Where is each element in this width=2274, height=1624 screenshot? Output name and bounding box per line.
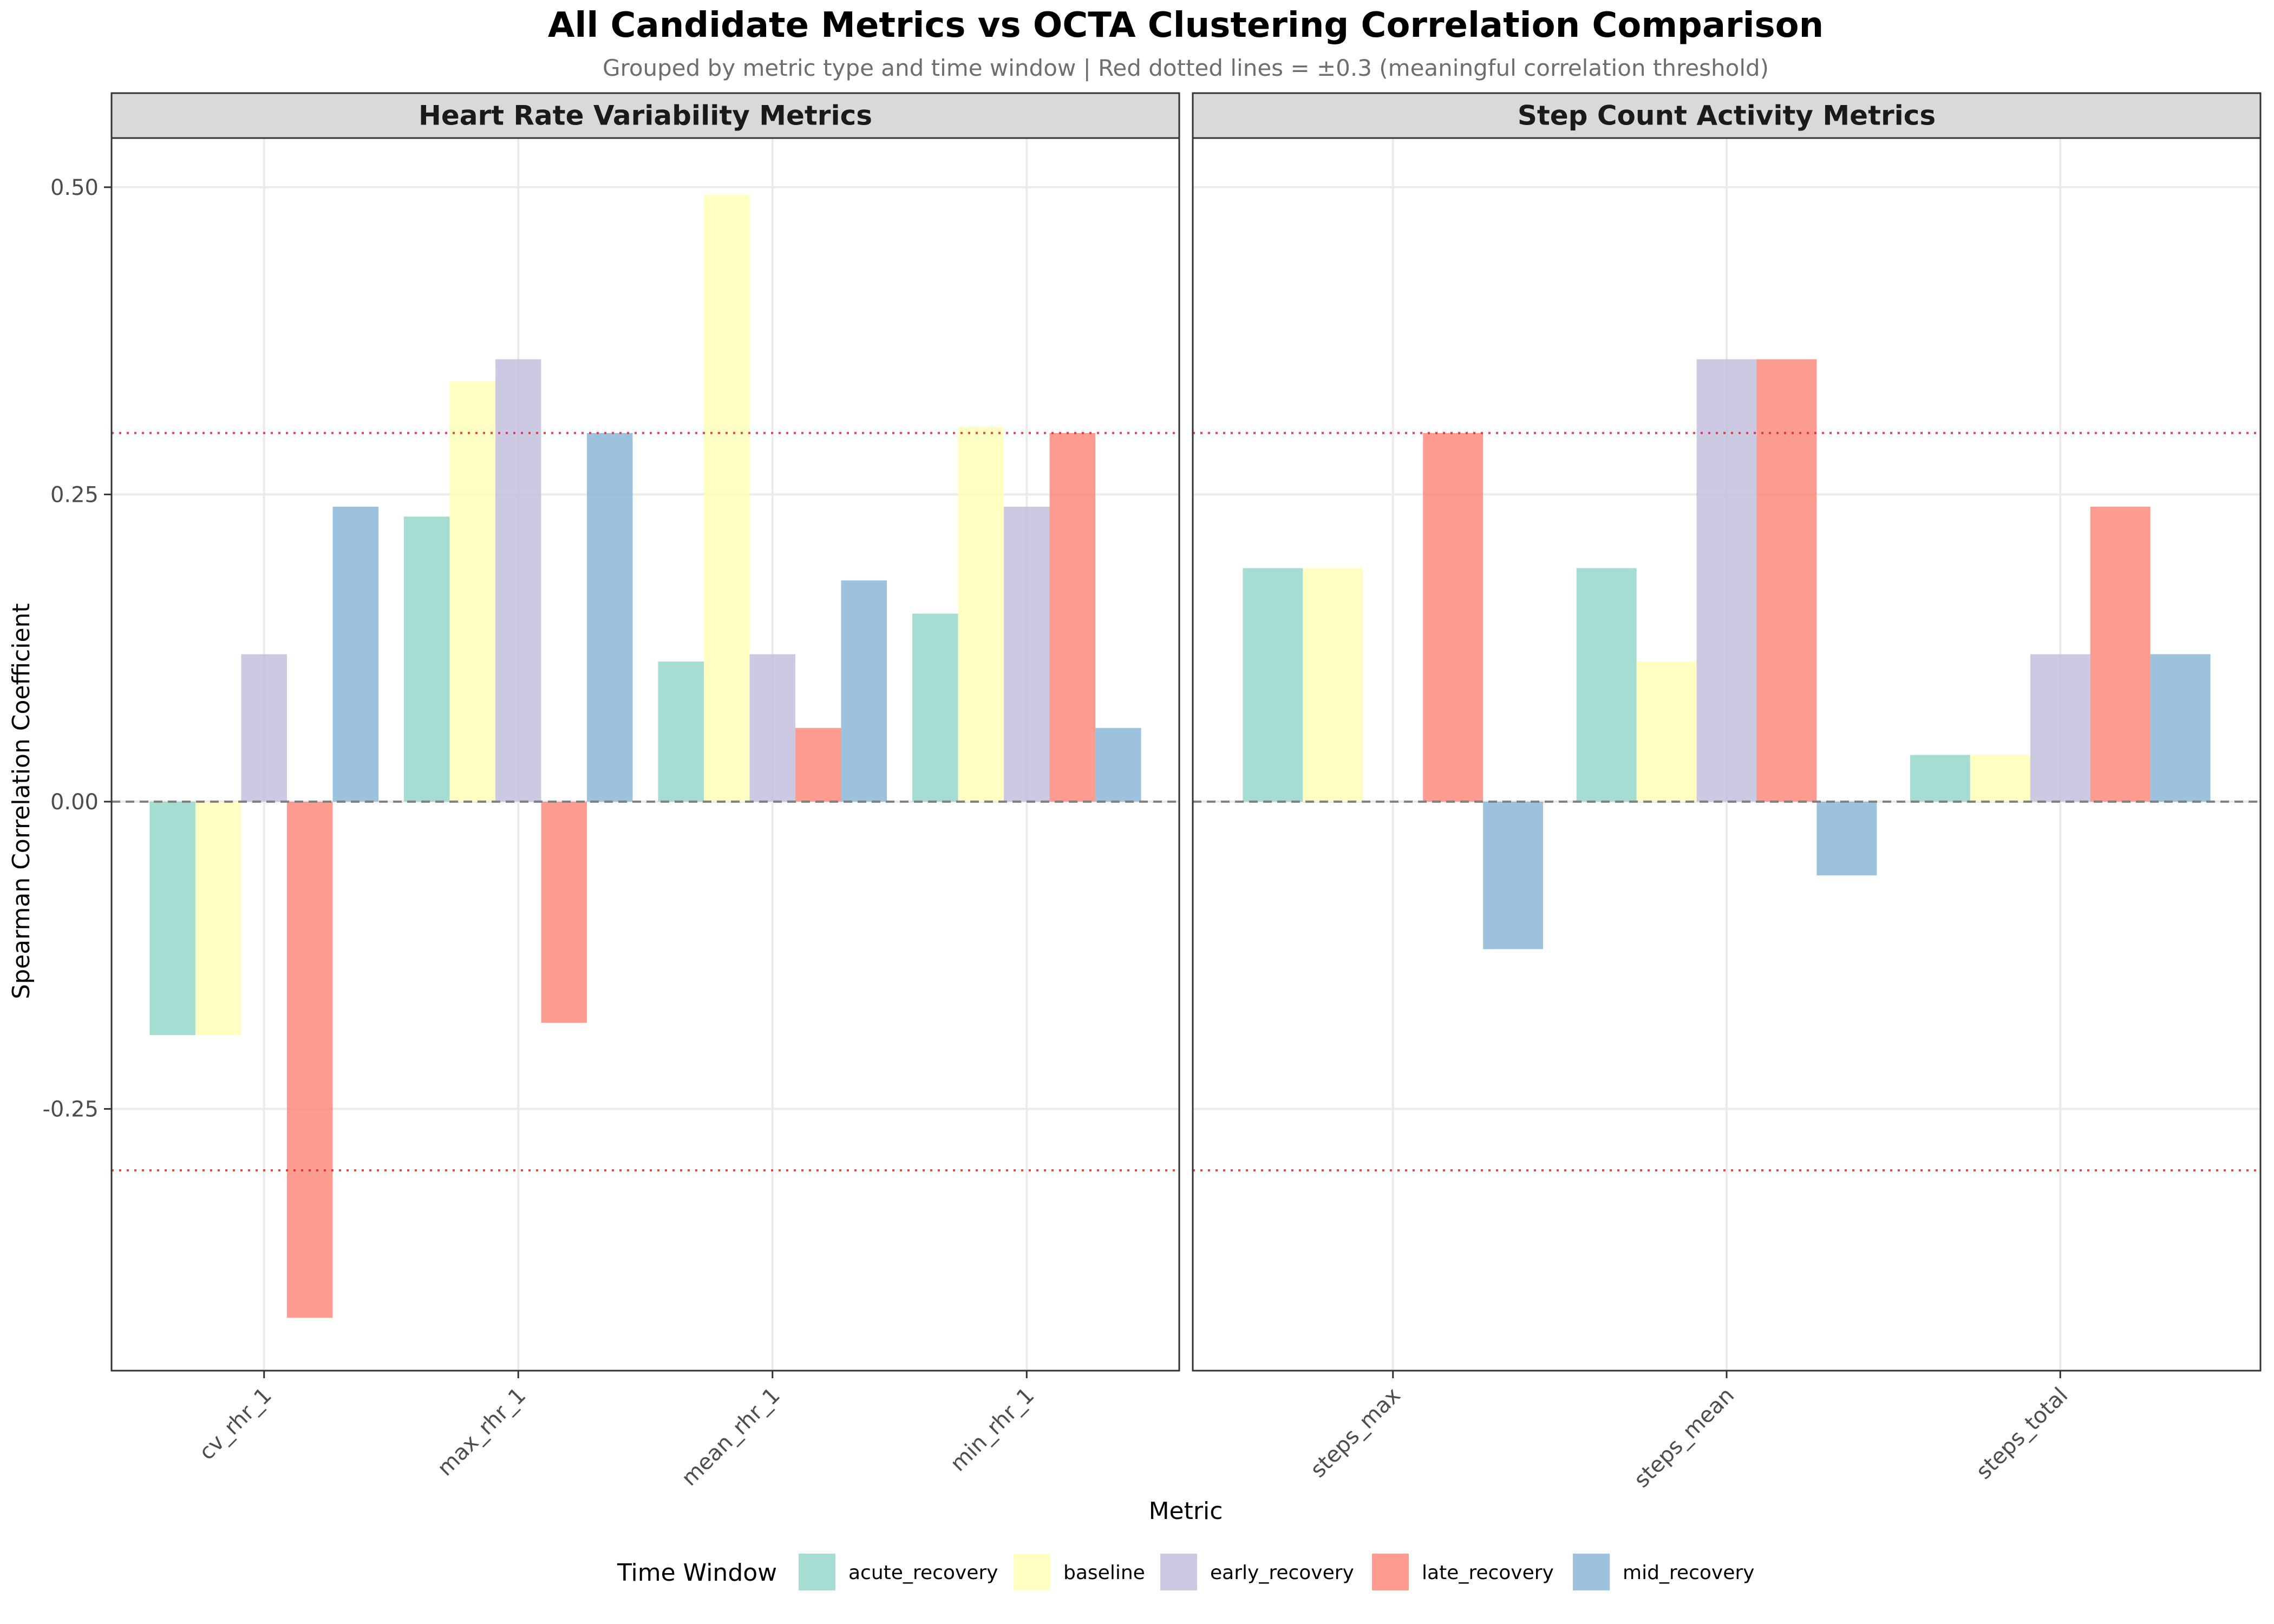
chart-subtitle: Grouped by metric type and time window |… [603,55,1769,81]
y-axis: -0.25 0.00 0.25 0.50 [43,175,112,1122]
facet-strip [1192,92,2262,139]
bar-steps_total-early_recovery [2030,654,2090,802]
x-tick-label: steps_max [1306,1383,1406,1483]
bar-steps_total-acute_recovery [1910,755,1970,802]
bar-max_rhr_1-late_recovery [541,801,587,1023]
y-tick-label: 0.50 [50,175,99,200]
y-tick-label: 0.25 [50,482,99,507]
x-tick-label: steps_total [1971,1383,2073,1484]
x-axis-title: Metric [1149,1497,1223,1525]
y-axis-title: Spearman Correlation Coefficient [8,603,35,999]
bar-steps_mean-late_recovery [1756,359,1817,802]
bar-min_rhr_1-mid_recovery [1095,728,1141,802]
legend-title: Time Window [617,1559,777,1587]
legend-item-early_recovery: early_recovery [1160,1554,1354,1590]
bar-steps_mean-early_recovery [1696,359,1757,802]
bar-max_rhr_1-acute_recovery [403,516,450,802]
bar-steps_mean-mid_recovery [1816,801,1877,876]
bar-min_rhr_1-late_recovery [1049,433,1096,802]
legend-label: baseline [1063,1562,1145,1584]
facet-panels: Heart Rate Variability Metrics cv_rhr_1 ma… [110,92,2262,1493]
facet-strip [110,92,1180,139]
bar-steps_mean-acute_recovery [1576,568,1637,802]
facet-strip-label: Step Count Activity Metrics [1518,100,1936,132]
x-tick-label: max_rhr_1 [433,1383,531,1481]
legend-key [799,1554,835,1590]
bar-min_rhr_1-early_recovery [1004,507,1050,802]
legend-label: early_recovery [1210,1562,1354,1584]
bar-mean_rhr_1-late_recovery [795,728,841,802]
bar-steps_total-baseline [1970,755,2030,802]
legend-key [1160,1554,1197,1590]
bar-cv_rhr_1-baseline [195,801,241,1036]
legend-key [1372,1554,1409,1590]
y-tick-label: 0.00 [50,790,99,815]
legend: Time Window acute_recovery baseline early_r… [617,1554,1754,1590]
x-tick-label: cv_rhr_1 [194,1383,277,1465]
bar-steps_max-acute_recovery [1243,568,1303,802]
bar-mean_rhr_1-mid_recovery [841,580,887,802]
bar-steps_max-late_recovery [1423,433,1484,802]
bar-min_rhr_1-acute_recovery [912,613,958,802]
bar-max_rhr_1-baseline [449,381,495,802]
panel-border [110,137,1180,1372]
bar-max_rhr_1-early_recovery [495,359,541,802]
bar-mean_rhr_1-early_recovery [749,654,796,802]
bar-min_rhr_1-baseline [958,427,1004,802]
bar-max_rhr_1-mid_recovery [587,433,633,802]
legend-item-late_recovery: late_recovery [1372,1554,1554,1590]
legend-key [1573,1554,1610,1590]
x-tick-label: mean_rhr_1 [677,1383,785,1491]
bar-steps_mean-baseline [1636,662,1697,802]
bar-steps_total-late_recovery [2090,507,2151,802]
bar-mean_rhr_1-baseline [703,194,750,802]
legend-label: mid_recovery [1623,1562,1754,1584]
facet-panel-2: Step Count Activity Metrics steps_max step… [1192,92,2262,1493]
legend-label: late_recovery [1422,1562,1554,1584]
bar-steps_max-baseline [1303,568,1363,802]
bar-cv_rhr_1-late_recovery [286,801,333,1318]
facet-strip-label: Heart Rate Variability Metrics [419,100,872,132]
x-tick-label: steps_mean [1629,1383,1739,1493]
legend-item-acute_recovery: acute_recovery [799,1554,998,1590]
legend-key [1014,1554,1050,1590]
legend-label: acute_recovery [848,1562,998,1584]
bar-cv_rhr_1-mid_recovery [332,507,378,802]
bar-cv_rhr_1-acute_recovery [149,801,195,1036]
bar-mean_rhr_1-acute_recovery [658,662,704,802]
facet-panel-1: Heart Rate Variability Metrics cv_rhr_1 ma… [110,92,1180,1491]
x-tick-label: min_rhr_1 [946,1383,1040,1477]
legend-item-mid_recovery: mid_recovery [1573,1554,1754,1590]
y-tick-label: -0.25 [43,1097,99,1122]
legend-item-baseline: baseline [1014,1554,1145,1590]
bar-steps_total-mid_recovery [2150,654,2211,802]
bar-steps_max-mid_recovery [1483,801,1544,949]
chart-title: All Candidate Metrics vs OCTA Clustering… [548,5,1824,45]
bar-cv_rhr_1-early_recovery [241,654,287,802]
